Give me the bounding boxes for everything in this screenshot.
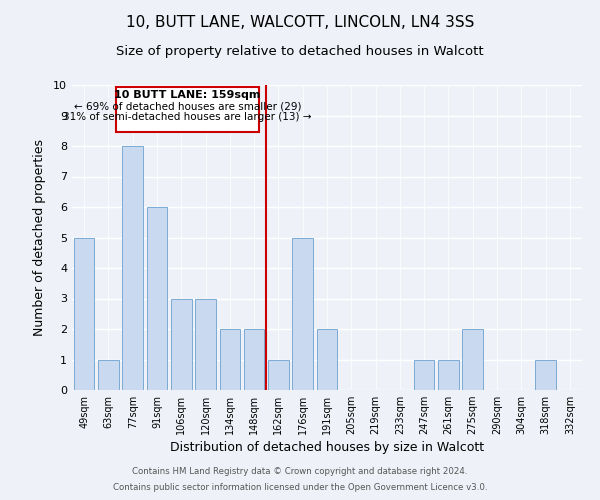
Text: 10 BUTT LANE: 159sqm: 10 BUTT LANE: 159sqm xyxy=(114,90,260,101)
Bar xyxy=(74,238,94,390)
Bar xyxy=(195,298,216,390)
Bar xyxy=(244,329,265,390)
Bar xyxy=(535,360,556,390)
Bar xyxy=(122,146,143,390)
Bar xyxy=(220,329,240,390)
Text: Contains public sector information licensed under the Open Government Licence v3: Contains public sector information licen… xyxy=(113,484,487,492)
Text: Contains HM Land Registry data © Crown copyright and database right 2024.: Contains HM Land Registry data © Crown c… xyxy=(132,467,468,476)
Text: Size of property relative to detached houses in Walcott: Size of property relative to detached ho… xyxy=(116,45,484,58)
Y-axis label: Number of detached properties: Number of detached properties xyxy=(33,139,46,336)
Bar xyxy=(463,329,483,390)
Text: 31% of semi-detached houses are larger (13) →: 31% of semi-detached houses are larger (… xyxy=(63,112,311,122)
X-axis label: Distribution of detached houses by size in Walcott: Distribution of detached houses by size … xyxy=(170,442,484,454)
Bar xyxy=(171,298,191,390)
Text: 10, BUTT LANE, WALCOTT, LINCOLN, LN4 3SS: 10, BUTT LANE, WALCOTT, LINCOLN, LN4 3SS xyxy=(126,15,474,30)
FancyBboxPatch shape xyxy=(116,86,259,132)
Bar xyxy=(98,360,119,390)
Bar xyxy=(268,360,289,390)
Bar xyxy=(292,238,313,390)
Bar xyxy=(317,329,337,390)
Bar xyxy=(146,207,167,390)
Text: ← 69% of detached houses are smaller (29): ← 69% of detached houses are smaller (29… xyxy=(74,102,301,112)
Bar xyxy=(414,360,434,390)
Bar xyxy=(438,360,459,390)
